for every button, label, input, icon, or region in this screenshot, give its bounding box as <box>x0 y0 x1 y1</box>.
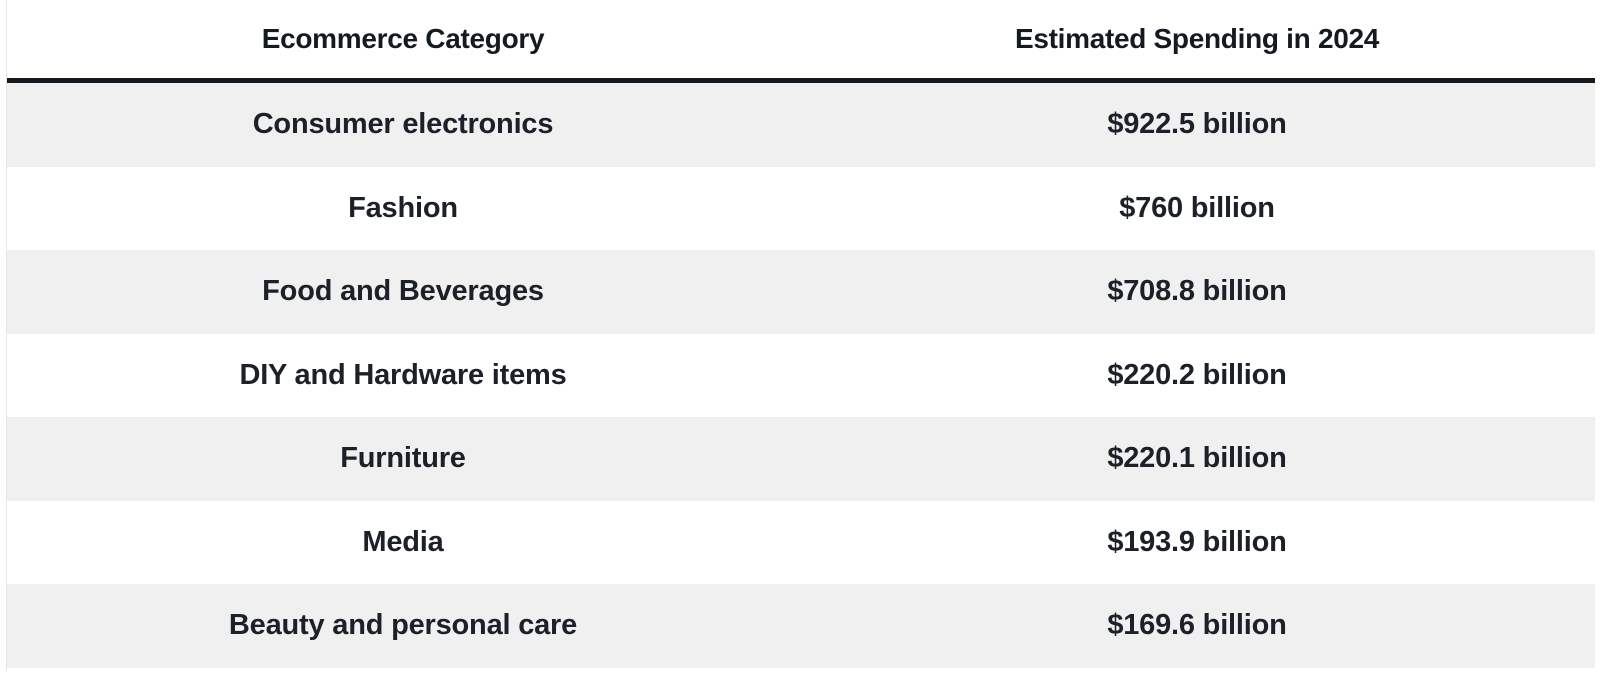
spending-cell: $220.2 billion <box>1107 358 1287 391</box>
spending-cell: $760 billion <box>1119 191 1275 224</box>
category-cell: Media <box>362 525 444 558</box>
table-row: DIY and Hardware items $220.2 billion <box>7 334 1595 418</box>
category-cell: Furniture <box>340 442 466 475</box>
spending-cell: $193.9 billion <box>1107 525 1287 558</box>
spending-table: Ecommerce Category Estimated Spending in… <box>6 0 1595 672</box>
table-row: Fashion $760 billion <box>7 167 1595 251</box>
table-header-row: Ecommerce Category Estimated Spending in… <box>7 0 1595 83</box>
spending-cell: $708.8 billion <box>1107 275 1287 308</box>
spending-cell: $220.1 billion <box>1107 442 1287 475</box>
category-cell: Consumer electronics <box>252 108 554 141</box>
table-row: Beauty and personal care $169.6 billion <box>7 584 1595 668</box>
category-cell: DIY and Hardware items <box>239 358 567 391</box>
header-spending: Estimated Spending in 2024 <box>1014 23 1380 54</box>
table-row: Consumer electronics $922.5 billion <box>7 83 1595 167</box>
category-cell: Fashion <box>348 191 458 224</box>
spending-cell: $922.5 billion <box>1107 108 1287 141</box>
category-cell: Food and Beverages <box>262 275 544 308</box>
spending-cell: $169.6 billion <box>1107 609 1287 642</box>
table-row: Media $193.9 billion <box>7 501 1595 585</box>
category-cell: Beauty and personal care <box>228 609 578 642</box>
header-category: Ecommerce Category <box>261 23 545 54</box>
table-row: Food and Beverages $708.8 billion <box>7 250 1595 334</box>
table-row: Furniture $220.1 billion <box>7 417 1595 501</box>
